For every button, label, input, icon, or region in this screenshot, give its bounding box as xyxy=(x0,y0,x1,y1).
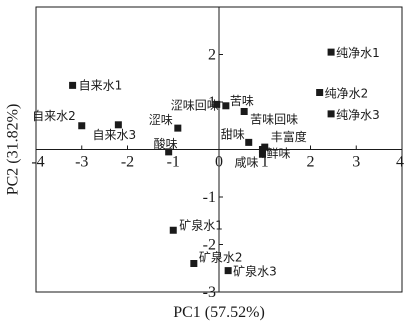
data-point-marker xyxy=(261,143,269,151)
data-point-label: 矿泉水2 xyxy=(199,251,243,265)
data-point-marker xyxy=(327,110,335,118)
y-tick-label: -2 xyxy=(203,237,216,254)
data-point-marker xyxy=(190,260,198,267)
data-point-label: 自来水1 xyxy=(79,78,123,92)
x-tick-label: 2 xyxy=(307,154,315,171)
y-tick-label: 1 xyxy=(208,94,216,111)
data-point-label: 丰富度 xyxy=(271,129,307,144)
data-point-label: 酸味 xyxy=(154,136,178,151)
data-point-label: 甜味 xyxy=(221,127,245,141)
data-point-marker xyxy=(213,100,221,108)
x-tick-label: -3 xyxy=(75,154,88,171)
data-point-label: 自来水3 xyxy=(93,128,137,142)
data-point-marker xyxy=(327,48,335,56)
data-point-marker xyxy=(165,148,173,156)
y-axis-title: PC2 (31.82%) xyxy=(5,104,22,196)
x-tick-label: -2 xyxy=(121,154,134,171)
data-point-marker xyxy=(174,124,182,132)
data-point-label: 纯净水3 xyxy=(336,108,380,122)
data-point-label: 涩味回味 xyxy=(171,97,219,112)
data-point-marker xyxy=(222,102,230,110)
data-point-marker xyxy=(224,267,232,275)
data-point-marker xyxy=(245,138,253,146)
x-tick-label: -4 xyxy=(31,154,44,171)
data-point-label: 鲜味 xyxy=(266,146,290,160)
x-ticks: -4 -3 -2 -1 0 1 2 3 4 xyxy=(31,145,404,171)
data-point-label: 纯净水2 xyxy=(325,87,369,101)
data-point-marker xyxy=(169,226,177,234)
y-ticks: -3 -2 -1 1 2 xyxy=(203,47,223,301)
y-tick-label: -3 xyxy=(203,284,216,301)
data-point-label: 苦味 xyxy=(230,94,254,108)
data-point-marker xyxy=(316,89,324,96)
data-point-label: 苦味回味 xyxy=(250,113,298,127)
x-axis-title: PC1 (57.52%) xyxy=(173,304,265,321)
data-point-label: 矿泉水3 xyxy=(233,265,277,279)
data-point-marker xyxy=(69,81,77,89)
data-point-label: 涩味 xyxy=(149,112,173,127)
data-point-label: 纯净水1 xyxy=(336,46,380,60)
data-point-label: 自来水2 xyxy=(32,109,76,123)
data-point-marker xyxy=(78,122,86,130)
x-tick-label: 3 xyxy=(352,154,360,171)
x-tick-label: 1 xyxy=(261,154,269,171)
y-tick-label: -1 xyxy=(203,189,216,206)
data-point-marker xyxy=(240,108,248,115)
x-tick-label: 4 xyxy=(396,154,404,171)
data-point-marker xyxy=(114,121,122,129)
y-tick-label: 2 xyxy=(208,47,216,64)
data-point-label: 矿泉水1 xyxy=(179,218,223,232)
data-point-marker xyxy=(258,150,266,158)
x-tick-label: -1 xyxy=(167,154,180,171)
x-tick-label: 0 xyxy=(215,154,223,171)
data-point-label: 咸味 xyxy=(234,156,258,170)
